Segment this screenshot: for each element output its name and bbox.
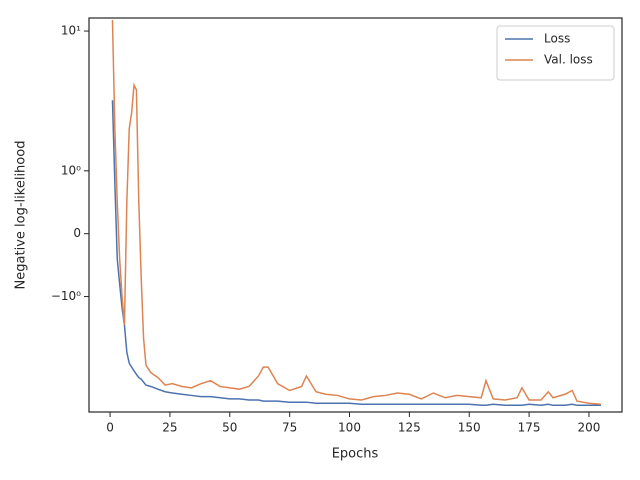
x-tick-label: 25 [162,421,177,435]
x-tick-label: 0 [106,421,114,435]
y-tick-label: 10¹ [61,24,81,38]
y-tick-label: 10⁰ [61,163,81,177]
series-line [111,100,601,407]
legend-label: Loss [544,32,570,46]
x-tick-label: 200 [578,421,601,435]
x-tick-label: 175 [518,421,541,435]
x-axis-label: Epochs [332,447,379,462]
x-tick-label: 50 [222,421,237,435]
x-tick-label: 125 [398,421,421,435]
x-tick-label: 150 [458,421,481,435]
legend-label: Val. loss [544,53,593,67]
y-tick-label: 0 [73,226,81,240]
series-line [111,19,601,406]
y-axis-label: Negative log-likelihood [14,141,29,290]
plot-frame [88,17,623,413]
x-tick-label: 75 [282,421,297,435]
y-tick-label: −10⁰ [51,289,81,303]
x-tick-label: 100 [338,421,361,435]
